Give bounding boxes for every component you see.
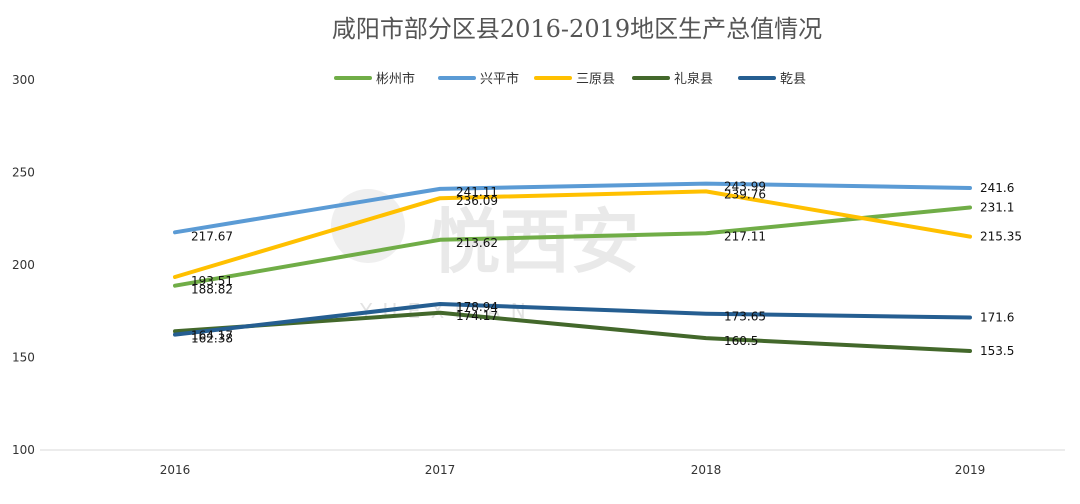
data-label: 217.11 — [724, 229, 766, 243]
watermark-logo-icon — [331, 189, 405, 263]
data-label: 239.76 — [724, 187, 766, 201]
series-line — [173, 205, 972, 288]
chart-title: 咸阳市部分区县2016-2019地区生产总值情况 — [332, 15, 822, 43]
x-tick-label: 2018 — [691, 463, 722, 477]
series-lines — [173, 181, 972, 353]
y-tick-label: 300 — [12, 73, 35, 87]
legend-item: 三原县 — [534, 72, 615, 87]
legend-item: 乾县 — [738, 72, 806, 87]
data-label: 213.62 — [456, 236, 498, 250]
data-label: 241.11 — [456, 185, 498, 199]
series-line — [173, 181, 972, 235]
data-labels: 188.82 213.62 217.11 231.1 217.67 241.11 243.9… — [191, 180, 1022, 358]
legend-label: 乾县 — [780, 72, 806, 87]
x-tick-label: 2017 — [425, 463, 456, 477]
legend-item: 礼泉县 — [632, 71, 713, 87]
y-axis: 100 150 200 250 300 — [12, 73, 35, 457]
data-label: 174.17 — [456, 309, 498, 323]
y-tick-label: 150 — [12, 351, 35, 365]
legend-item: 彬州市 — [334, 71, 415, 87]
legend-label: 三原县 — [576, 72, 615, 87]
legend-label: 彬州市 — [376, 71, 415, 87]
x-tick-label: 2016 — [160, 463, 191, 477]
series-line — [173, 302, 972, 337]
data-label: 188.82 — [191, 283, 233, 297]
data-label: 178.94 — [456, 300, 498, 314]
series-line — [173, 189, 972, 279]
series-line — [173, 310, 972, 353]
data-label: 164.17 — [191, 328, 233, 342]
data-label: 173.65 — [724, 310, 766, 324]
data-label: 153.5 — [980, 344, 1014, 358]
watermark-text: 悦西安 — [430, 201, 640, 283]
data-label: 231.1 — [980, 200, 1014, 214]
legend-label: 礼泉县 — [674, 71, 713, 87]
data-label: 162.38 — [191, 332, 233, 346]
legend: 彬州市 兴平市 三原县 礼泉县 乾县 — [334, 71, 806, 87]
y-tick-label: 250 — [12, 166, 35, 180]
data-label: 243.99 — [724, 180, 766, 194]
legend-item: 兴平市 — [438, 71, 519, 87]
data-label: 193.51 — [191, 274, 233, 288]
legend-label: 兴平市 — [480, 71, 519, 87]
data-label: 215.35 — [980, 230, 1022, 244]
y-tick-label: 100 — [12, 443, 35, 457]
data-label: 241.6 — [980, 181, 1014, 195]
x-axis: 2016 2017 2018 2019 — [40, 449, 1065, 477]
data-label: 171.6 — [980, 311, 1014, 325]
x-tick-label: 2019 — [955, 463, 986, 477]
data-label: 217.67 — [191, 229, 233, 243]
y-tick-label: 200 — [12, 258, 35, 272]
data-label: 160.5 — [724, 334, 758, 348]
data-label: 236.09 — [456, 194, 498, 208]
